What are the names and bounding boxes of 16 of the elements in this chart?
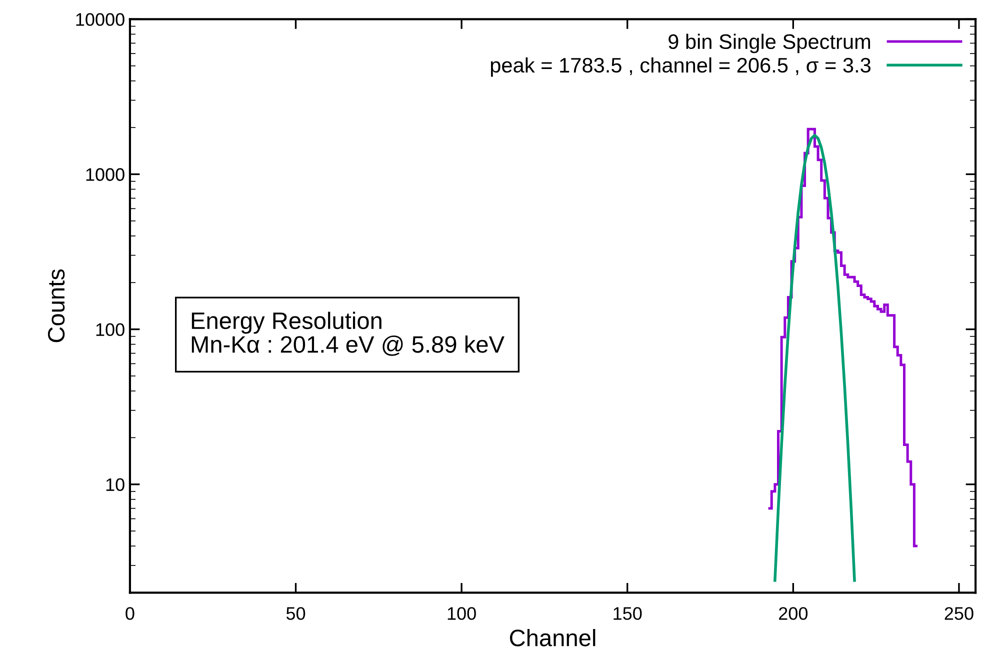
legend-label: peak = 1783.5 , channel = 206.5 , σ = 3.3 [490, 57, 870, 77]
y-tick-label: 1000 [86, 168, 124, 181]
y-axis-title: Counts [48, 269, 65, 342]
legend-label: 9 bin Single Spectrum [668, 34, 870, 54]
annotation: Energy Resolution Mn-Kα : 201.4 eV @ 5.89 keV [192, 312, 504, 356]
x-tick-label: 200 [779, 607, 808, 620]
x-tick-label: 150 [614, 607, 642, 620]
y-tick-label: 10 [106, 478, 124, 492]
y-tick-label: 10000 [76, 13, 124, 26]
x-axis-title: Channel [510, 628, 596, 646]
x-tick-label: 100 [448, 607, 476, 620]
y-tick-label: 100 [96, 323, 124, 336]
x-tick-label: 50 [286, 607, 306, 620]
x-tick-label: 0 [126, 607, 134, 620]
x-tick-label: 250 [944, 607, 974, 620]
line-series [774, 134, 856, 582]
